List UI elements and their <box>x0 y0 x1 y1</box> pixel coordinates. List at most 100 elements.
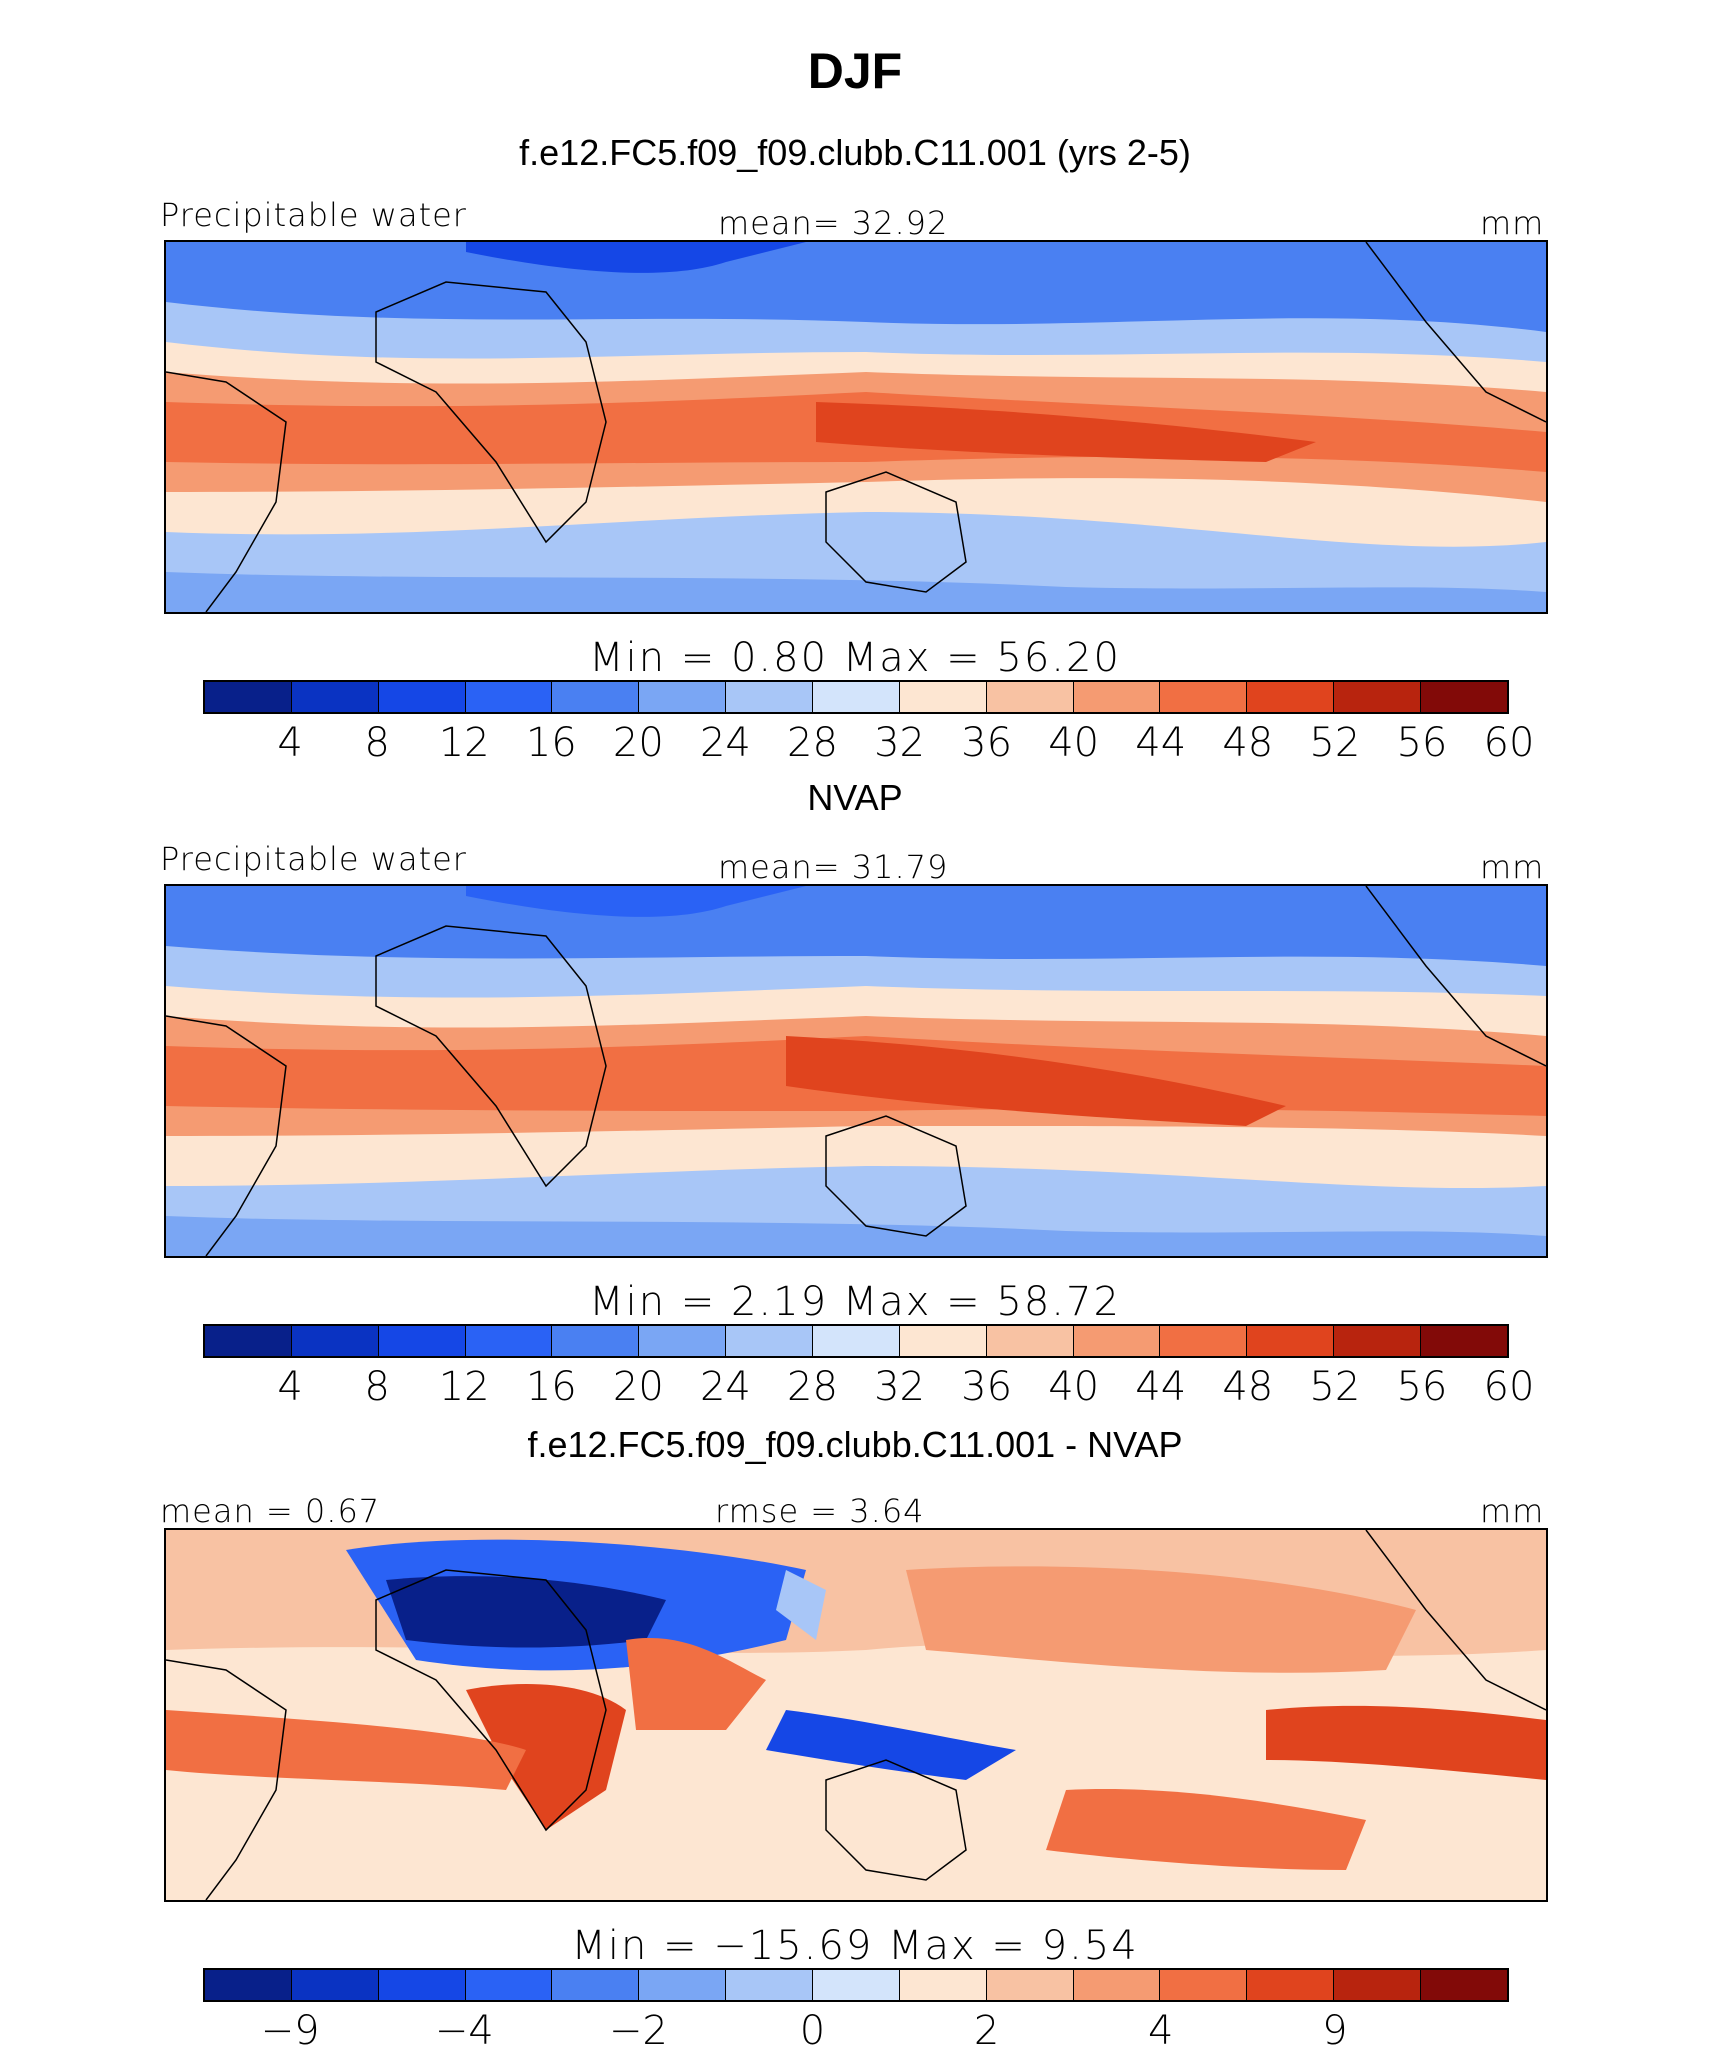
colorbar-swatch <box>899 682 987 712</box>
panel-2-map <box>164 884 1548 1258</box>
colorbar-swatch <box>465 1970 553 2000</box>
colorbar-swatch <box>1073 1970 1161 2000</box>
panel-1-colorbar <box>203 680 1509 714</box>
colorbar-tick-label: 36 <box>961 720 1013 766</box>
panel-2-variable-label: Precipitable water <box>160 840 467 878</box>
colorbar-swatch <box>1073 682 1161 712</box>
colorbar-tick-label: 44 <box>1135 1364 1187 1410</box>
panel-2-colorbar <box>203 1324 1509 1358</box>
colorbar-swatch <box>639 682 727 712</box>
panel-2-units-label: mm <box>1480 848 1545 886</box>
colorbar-swatch <box>291 1970 379 2000</box>
colorbar-tick-label: 60 <box>1483 1364 1535 1410</box>
colorbar-tick-label: 20 <box>612 1364 664 1410</box>
colorbar-swatch <box>291 682 379 712</box>
figure-title: DJF <box>807 43 903 99</box>
colorbar-tick-label: 24 <box>699 720 751 766</box>
colorbar-swatch <box>1421 1970 1507 2000</box>
colorbar-swatch <box>1247 1326 1335 1356</box>
colorbar-swatch <box>1334 1970 1422 2000</box>
panel-1-mean-label: mean= 32.92 <box>718 204 949 242</box>
colorbar-tick-label: 8 <box>364 720 390 766</box>
panel-1-minmax: Min = 0.80 Max = 56.20 <box>589 635 1121 681</box>
panel-3-units-label: mm <box>1480 1492 1545 1530</box>
colorbar-swatch <box>1073 1326 1161 1356</box>
colorbar-swatch <box>726 682 814 712</box>
colorbar-swatch <box>378 1326 466 1356</box>
colorbar-swatch <box>1421 1326 1507 1356</box>
colorbar-tick-label: −4 <box>434 2008 494 2054</box>
colorbar-tick-label: 36 <box>961 1364 1013 1410</box>
colorbar-tick-label: 4 <box>277 1364 303 1410</box>
colorbar-swatch <box>378 682 466 712</box>
colorbar-tick-label: 4 <box>277 720 303 766</box>
colorbar-swatch <box>813 1326 900 1356</box>
colorbar-tick-label: 0 <box>799 2008 826 2054</box>
colorbar-tick-label: 12 <box>438 720 490 766</box>
colorbar-swatch <box>205 1970 292 2000</box>
colorbar-swatch <box>291 1326 379 1356</box>
colorbar-swatch <box>205 682 292 712</box>
colorbar-swatch <box>552 682 640 712</box>
colorbar-tick-label: 28 <box>787 720 838 766</box>
colorbar-swatch <box>552 1326 640 1356</box>
colorbar-swatch <box>1160 1970 1248 2000</box>
colorbar-tick-label: 28 <box>787 1364 838 1410</box>
panel-1-variable-label: Precipitable water <box>160 196 467 234</box>
colorbar-tick-label: 12 <box>438 1364 490 1410</box>
colorbar-swatch <box>1334 1326 1422 1356</box>
panel-2-mean-label: mean= 31.79 <box>718 848 949 886</box>
panel-3-rmse-label: rmse = 3.64 <box>715 1492 925 1530</box>
colorbar-tick-label: 48 <box>1222 1364 1274 1410</box>
colorbar-tick-label: 2 <box>973 2008 1000 2054</box>
colorbar-tick-label: −9 <box>260 2008 320 2054</box>
panel-3-map <box>164 1528 1548 1902</box>
colorbar-tick-label: 40 <box>1048 1364 1100 1410</box>
colorbar-swatch <box>726 1970 814 2000</box>
panel-1-units-label: mm <box>1480 204 1545 242</box>
colorbar-tick-label: 8 <box>364 1364 390 1410</box>
colorbar-tick-label: 40 <box>1048 720 1100 766</box>
panel-1-map <box>164 240 1548 614</box>
panel-3-colorbar <box>203 1968 1509 2002</box>
colorbar-swatch <box>1160 1326 1248 1356</box>
colorbar-tick-label: 16 <box>525 720 577 766</box>
colorbar-tick-label: 56 <box>1396 1364 1448 1410</box>
panel-2-title: NVAP <box>807 777 903 818</box>
colorbar-tick-label: 20 <box>612 720 664 766</box>
colorbar-swatch <box>899 1970 987 2000</box>
colorbar-tick-label: 32 <box>874 720 925 766</box>
colorbar-tick-label: 24 <box>699 1364 751 1410</box>
colorbar-swatch <box>726 1326 814 1356</box>
panel-1-title: f.e12.FC5.f09_f09.clubb.C11.001 (yrs 2-5… <box>519 132 1191 173</box>
colorbar-swatch <box>813 682 900 712</box>
colorbar-tick-label: 48 <box>1222 720 1274 766</box>
colorbar-tick-label: 9 <box>1322 2008 1348 2054</box>
colorbar-tick-label: 56 <box>1396 720 1448 766</box>
colorbar-tick-label: 44 <box>1135 720 1187 766</box>
colorbar-tick-label: 60 <box>1483 720 1535 766</box>
colorbar-swatch <box>1247 682 1335 712</box>
panel-3-title: f.e12.FC5.f09_f09.clubb.C11.001 - NVAP <box>527 1424 1183 1465</box>
colorbar-swatch <box>899 1326 987 1356</box>
colorbar-swatch <box>639 1970 727 2000</box>
colorbar-swatch <box>1421 682 1507 712</box>
colorbar-swatch <box>986 1970 1074 2000</box>
colorbar-tick-label: 32 <box>874 1364 925 1410</box>
colorbar-swatch <box>465 1326 553 1356</box>
colorbar-swatch <box>813 1970 900 2000</box>
colorbar-swatch <box>986 682 1074 712</box>
colorbar-tick-label: 52 <box>1309 1364 1361 1410</box>
colorbar-tick-label: 52 <box>1309 720 1361 766</box>
colorbar-swatch <box>552 1970 640 2000</box>
colorbar-swatch <box>1247 1970 1335 2000</box>
colorbar-swatch <box>1160 682 1248 712</box>
panel-3-minmax: Min = −15.69 Max = 9.54 <box>571 1923 1139 1969</box>
colorbar-swatch <box>205 1326 292 1356</box>
colorbar-swatch <box>639 1326 727 1356</box>
colorbar-swatch <box>986 1326 1074 1356</box>
colorbar-tick-label: −2 <box>608 2008 668 2054</box>
colorbar-swatch <box>465 682 553 712</box>
colorbar-swatch <box>378 1970 466 2000</box>
colorbar-tick-label: 16 <box>525 1364 577 1410</box>
